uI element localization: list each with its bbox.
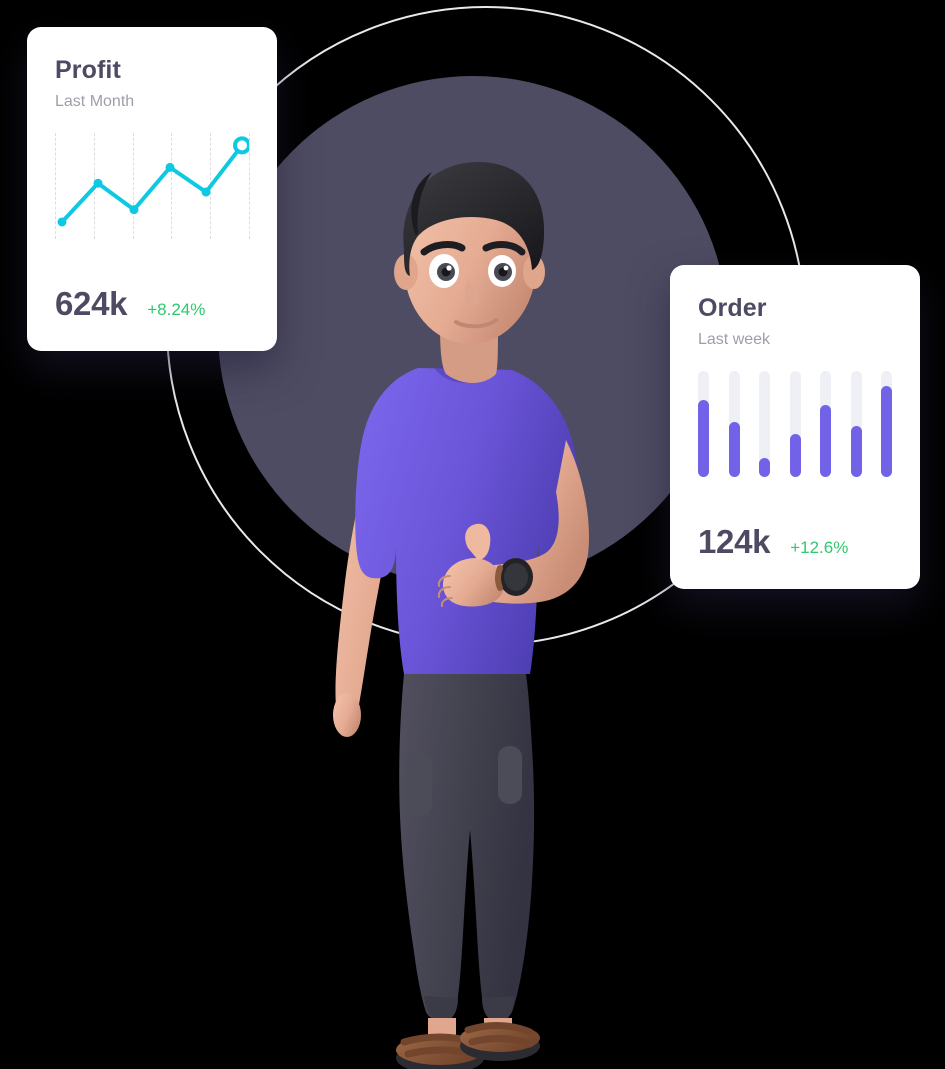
profit-point: [57, 217, 67, 227]
card-order[interactable]: Order Last week 124k +12.6%: [670, 265, 920, 589]
profit-point: [93, 178, 103, 188]
profit-value-row: 624k +8.24%: [55, 285, 253, 323]
order-bar-track: [881, 370, 892, 477]
order-bar-track: [850, 370, 862, 477]
profit-point: [165, 162, 175, 172]
gridline: [171, 132, 173, 239]
gridline: [249, 132, 250, 239]
card-profit[interactable]: Profit Last Month 624k +8.24%: [27, 27, 277, 351]
profit-point: [129, 204, 139, 214]
profit-line-path: [60, 143, 244, 224]
order-bar-fill: [698, 400, 709, 477]
order-bar-chart: [698, 370, 892, 477]
profit-delta-badge: +8.24%: [147, 300, 206, 319]
card-profit-subtitle: Last Month: [55, 92, 135, 110]
order-bar-fill: [728, 421, 740, 477]
order-bar-track: [759, 370, 770, 477]
order-bar-fill: [850, 425, 862, 477]
order-bar-track: [789, 370, 801, 477]
card-order-title: Order: [698, 294, 767, 322]
order-bar-track: [698, 370, 709, 477]
card-profit-title: Profit: [55, 56, 121, 84]
order-bar-track: [820, 370, 831, 477]
order-bar-fill: [759, 457, 770, 477]
order-bar-track: [728, 370, 740, 477]
order-bar-fill: [820, 404, 831, 477]
order-chart-bars: [698, 370, 892, 477]
profit-value: 624k: [55, 285, 128, 322]
profit-point: [201, 187, 211, 197]
profit-line-chart: [55, 132, 250, 239]
order-bar-fill: [789, 434, 801, 477]
profit-sparkline: [57, 136, 249, 227]
order-value: 124k: [698, 523, 771, 560]
order-bar-fill: [881, 385, 892, 477]
card-order-subtitle: Last week: [698, 330, 771, 348]
order-value-row: 124k +12.6%: [698, 523, 896, 561]
gridline: [55, 132, 56, 239]
gridline: [132, 132, 134, 239]
character-illustration: [333, 162, 590, 1069]
order-delta-badge: +12.6%: [790, 538, 849, 557]
profit-point-highlight: [233, 136, 249, 155]
